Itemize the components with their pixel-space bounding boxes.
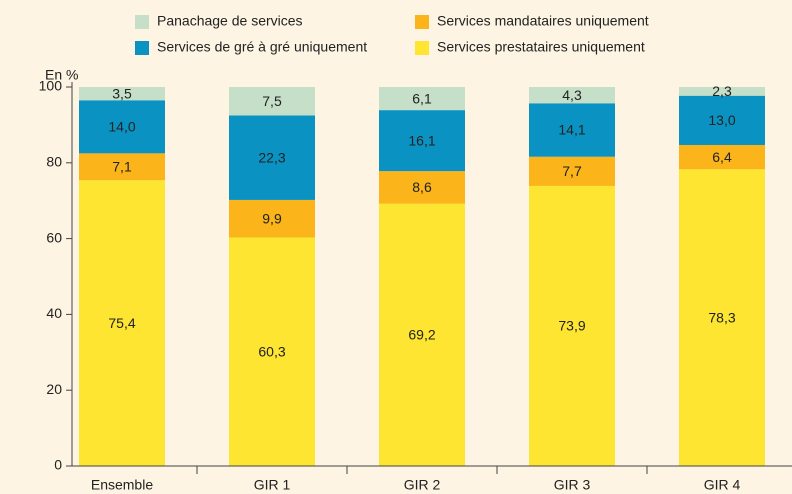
bar-segment — [679, 169, 765, 467]
legend-label: Services mandataires uniquement — [437, 13, 649, 29]
bar-segment — [79, 100, 165, 154]
y-tick-label: 20 — [46, 381, 62, 397]
value-label: 7,5 — [262, 93, 282, 109]
value-label: 22,3 — [258, 149, 285, 165]
y-axis-label: En % — [45, 67, 78, 83]
legend-swatch — [415, 15, 429, 29]
legend-label: Services prestataires uniquement — [437, 39, 645, 55]
bar-segment — [79, 180, 165, 466]
legend-swatch — [135, 15, 149, 29]
x-tick-label: GIR 1 — [254, 477, 291, 493]
x-tick-label: GIR 2 — [404, 477, 441, 493]
value-label: 9,9 — [262, 210, 282, 226]
value-label: 73,9 — [558, 318, 585, 334]
y-tick-label: 80 — [46, 154, 62, 170]
bar-segment — [379, 110, 465, 172]
value-label: 78,3 — [708, 309, 735, 325]
x-tick-label: GIR 4 — [704, 477, 741, 493]
bar-segment — [529, 185, 615, 466]
y-tick-label: 0 — [54, 457, 62, 473]
legend-swatch — [135, 41, 149, 55]
bar-segment — [679, 87, 765, 96]
bar-segment — [79, 153, 165, 181]
value-label: 7,7 — [562, 163, 582, 179]
value-label: 13,0 — [708, 112, 735, 128]
bar-segment — [79, 87, 165, 101]
bar-segment — [529, 156, 615, 186]
legend-swatch — [415, 41, 429, 55]
value-label: 14,0 — [108, 118, 135, 134]
bar-segment — [379, 87, 465, 111]
bar-segment — [229, 87, 315, 116]
value-label: 6,1 — [412, 90, 432, 106]
y-tick-label: 100 — [39, 78, 63, 94]
value-label: 60,3 — [258, 343, 285, 359]
y-tick-label: 40 — [46, 305, 62, 321]
value-label: 75,4 — [108, 315, 135, 331]
value-label: 16,1 — [408, 132, 435, 148]
value-label: 7,1 — [112, 158, 132, 174]
value-label: 6,4 — [712, 149, 732, 165]
y-tick-label: 60 — [46, 229, 62, 245]
x-tick-label: Ensemble — [91, 477, 153, 493]
value-label: 8,6 — [412, 179, 432, 195]
value-label: 2,3 — [712, 83, 732, 99]
bar-segment — [379, 171, 465, 204]
bar-segment — [529, 103, 615, 157]
x-tick-label: GIR 3 — [554, 477, 591, 493]
legend-label: Services de gré à gré uniquement — [157, 39, 367, 55]
value-label: 14,1 — [558, 122, 585, 138]
bar-segment — [679, 144, 765, 170]
value-label: 3,5 — [112, 85, 132, 101]
bar-segment — [529, 87, 615, 104]
bar-segment — [229, 237, 315, 466]
value-label: 4,3 — [562, 87, 582, 103]
legend-label: Panachage de services — [157, 13, 303, 29]
bar-segment — [229, 199, 315, 238]
value-label: 69,2 — [408, 327, 435, 343]
bar-segment — [679, 95, 765, 145]
bar-segment — [379, 203, 465, 466]
bar-segment — [229, 115, 315, 200]
